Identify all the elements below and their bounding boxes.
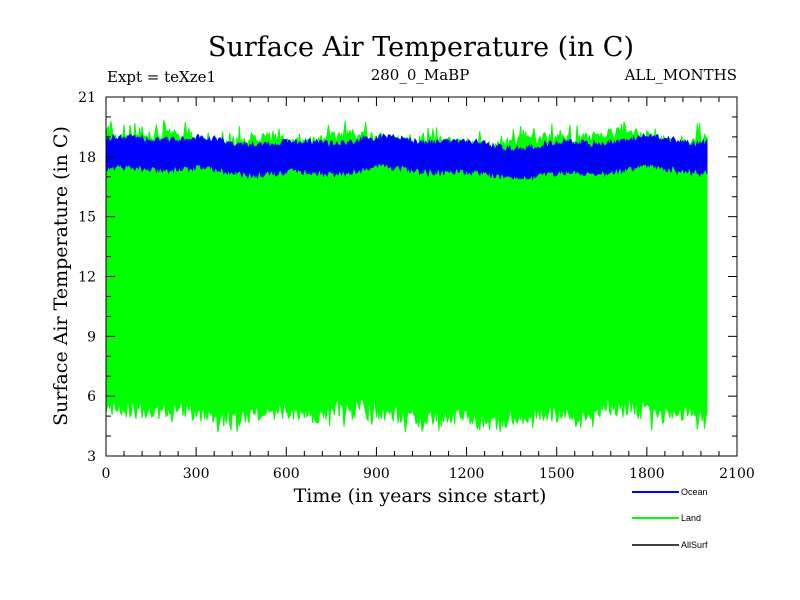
- x-tick-label: 0: [102, 466, 111, 482]
- y-tick-label: 21: [78, 90, 96, 106]
- x-tick-label: 900: [363, 466, 390, 482]
- y-tick-label: 9: [87, 329, 96, 345]
- y-axis-label: Surface Air Temperature (in C): [50, 126, 72, 426]
- y-tick-label: 12: [78, 270, 96, 286]
- x-tick-label: 2100: [719, 466, 755, 482]
- series-land: [105, 119, 708, 433]
- x-tick-label: 600: [273, 466, 300, 482]
- period-label: 280_0_MaBP: [371, 66, 470, 84]
- x-tick-label: 1200: [449, 466, 485, 482]
- plot-area: [105, 119, 708, 433]
- y-tick-label: 3: [87, 449, 96, 465]
- x-tick-label: 300: [183, 466, 210, 482]
- series-ocean: [105, 132, 708, 181]
- x-tick-label: 1800: [629, 466, 665, 482]
- x-axis-label: Time (in years since start): [294, 485, 547, 507]
- expt-label: Expt = teXze1: [107, 68, 216, 86]
- axes: 0 300 600 900 1200 1500 1800 2100 3 6 9 12 15 18 21: [78, 90, 755, 482]
- x-tick-label: 1500: [539, 466, 575, 482]
- legend-label-land: Land: [681, 513, 701, 523]
- legend-label-allsurf: AllSurf: [681, 540, 708, 550]
- y-tick-label: 6: [87, 389, 96, 405]
- y-tick-label: 18: [78, 150, 96, 166]
- legend-label-ocean: Ocean: [681, 487, 708, 497]
- months-label: ALL_MONTHS: [624, 66, 737, 84]
- chart-title: Surface Air Temperature (in C): [208, 32, 634, 63]
- y-tick-label: 15: [78, 210, 96, 226]
- legend: Ocean Land AllSurf: [632, 487, 708, 550]
